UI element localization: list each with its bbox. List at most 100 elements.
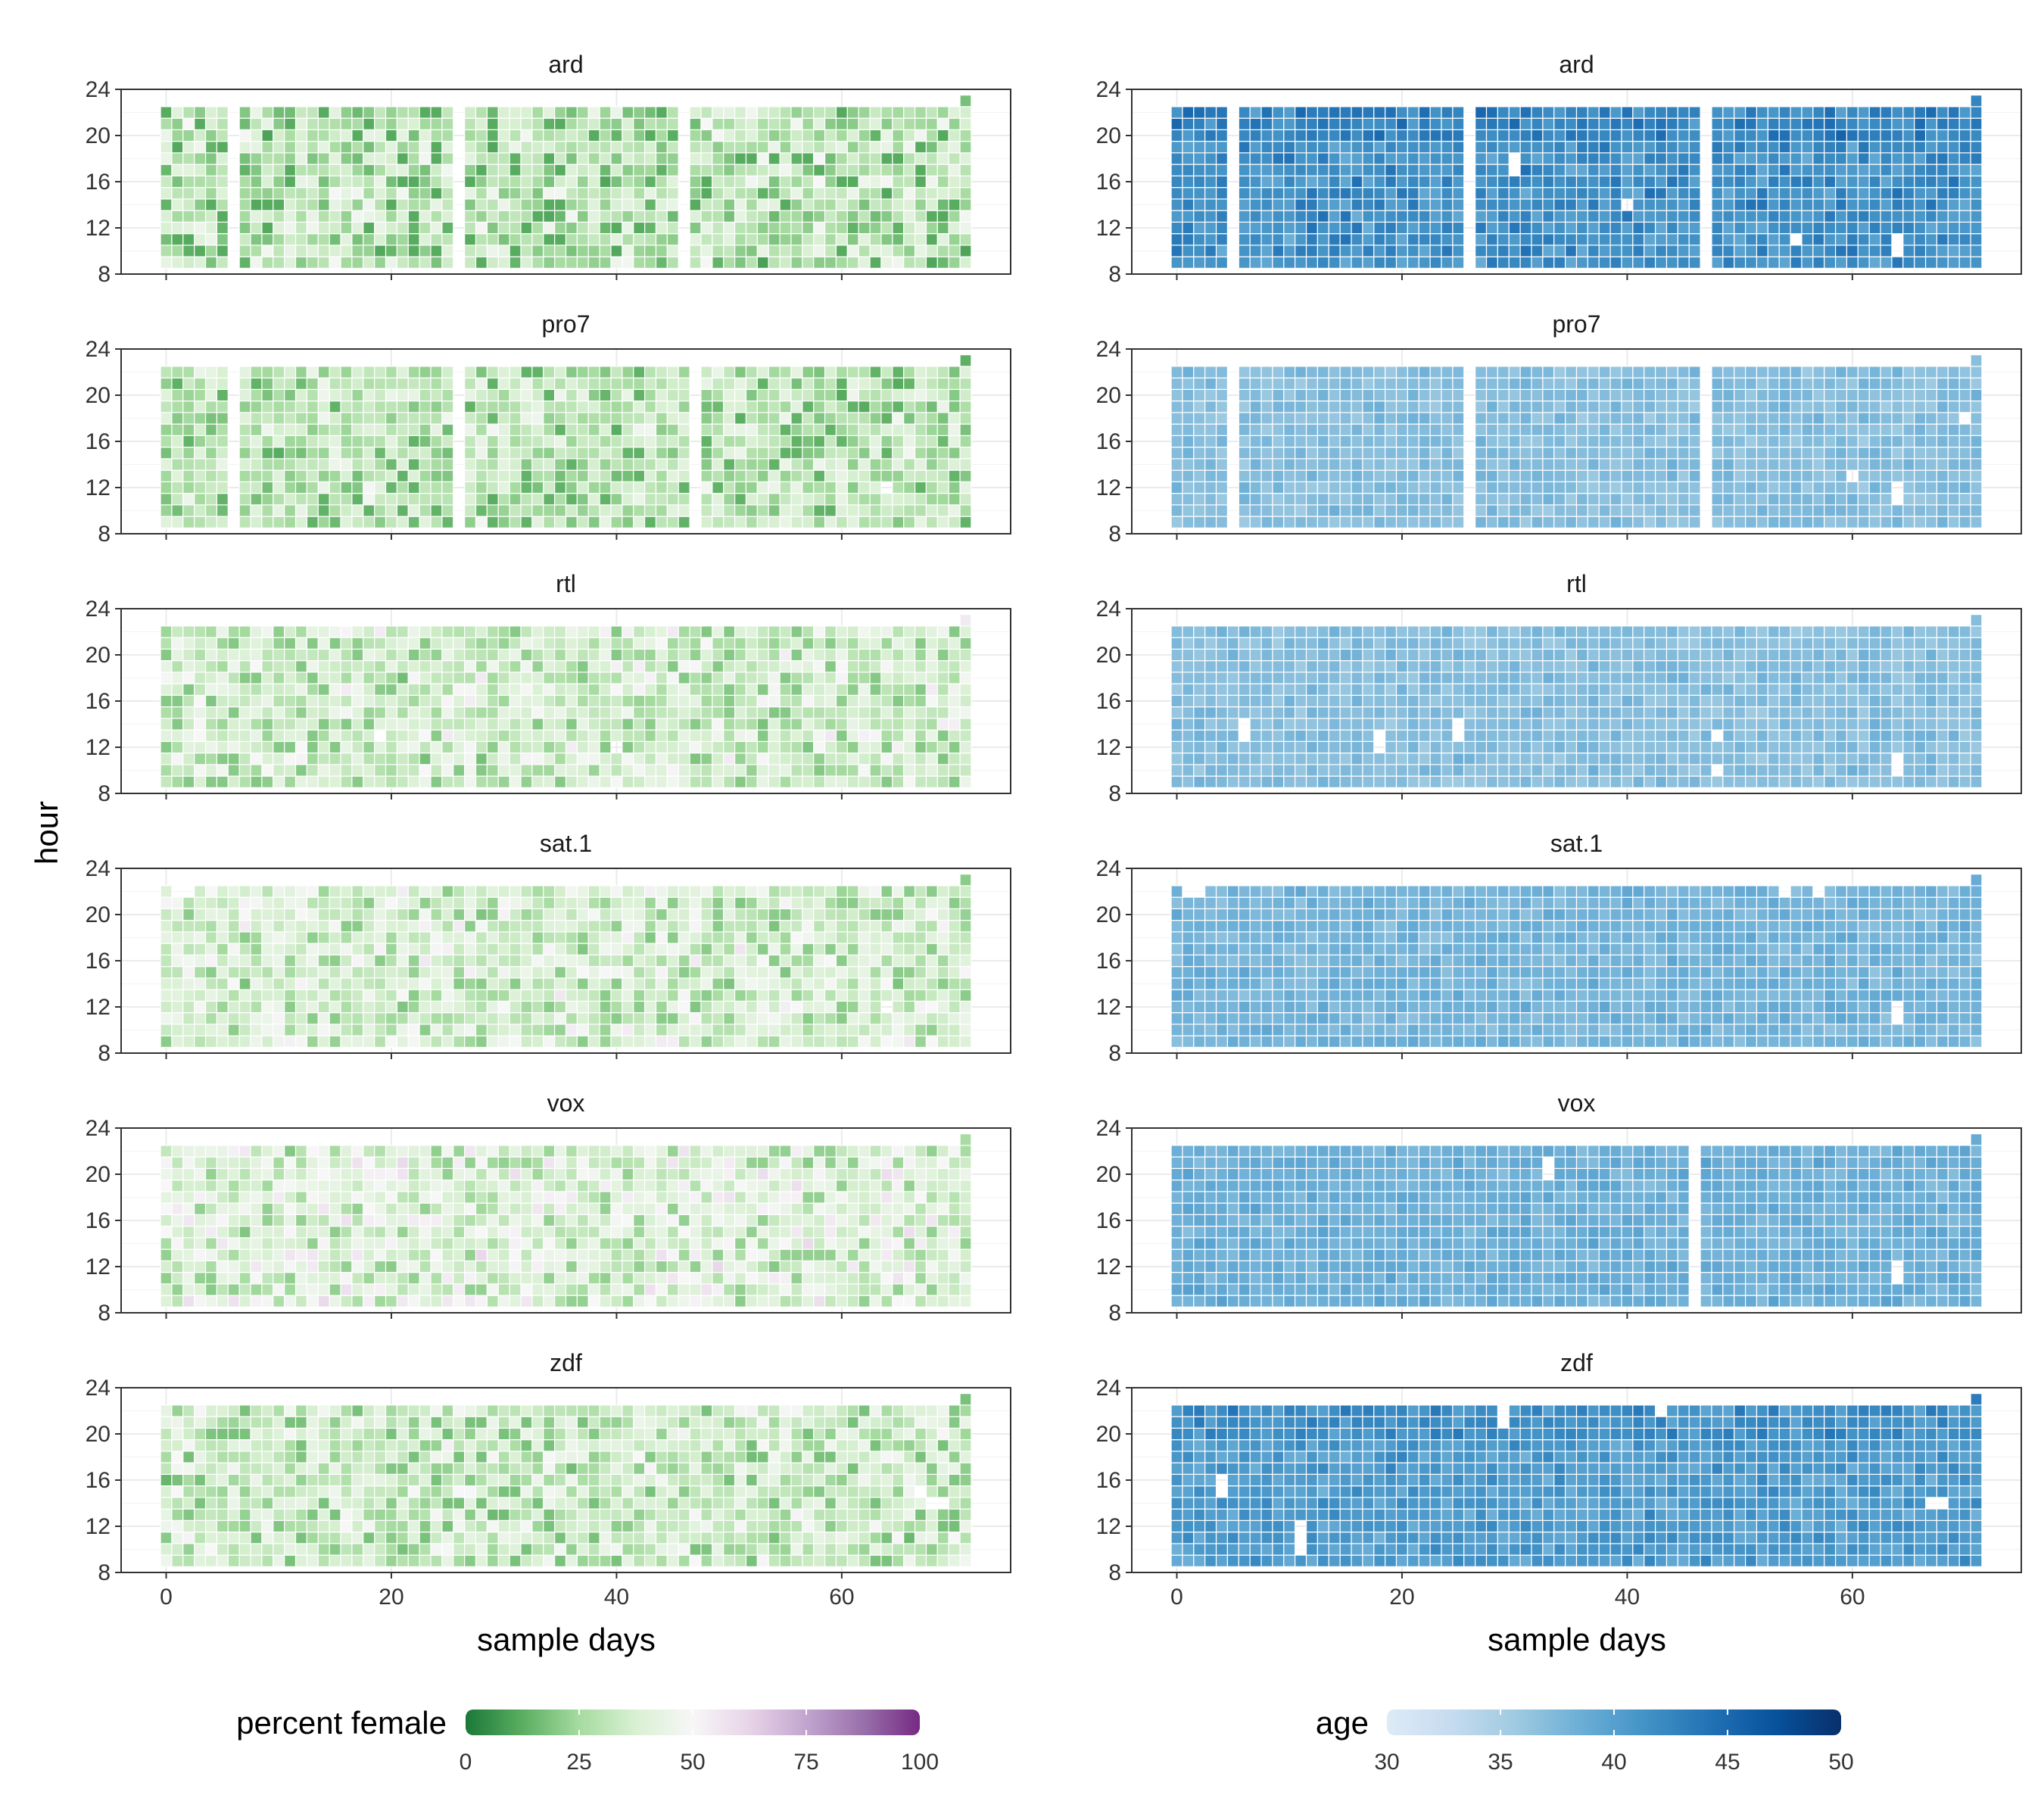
heat-tile (745, 423, 758, 436)
heat-tile (216, 1248, 229, 1261)
heat-tile (531, 718, 544, 731)
heat-tile (351, 423, 364, 436)
heat-tile (959, 388, 972, 402)
heat-tile (959, 152, 972, 165)
heat-tile (543, 481, 556, 494)
heat-tile (835, 1283, 848, 1296)
heat-tile (666, 660, 679, 673)
heat-tile (171, 388, 184, 402)
heat-tile (723, 423, 736, 436)
heat-tile (565, 989, 578, 1002)
heat-tile (317, 648, 330, 662)
heat-tile (396, 245, 409, 257)
heat-tile (273, 764, 285, 777)
heat-tile (194, 1167, 207, 1181)
heat-tile (914, 233, 927, 246)
heat-tile (880, 954, 893, 968)
heat-tile (464, 896, 477, 909)
heat-tile (171, 1035, 184, 1048)
heat-tile (880, 458, 893, 471)
heat-tile (351, 388, 364, 402)
heat-tile (869, 504, 882, 517)
heat-tile (846, 764, 859, 777)
heat-tile (644, 1145, 657, 1158)
heat-tile (768, 943, 781, 955)
heat-tile (396, 648, 409, 662)
heat-tile (666, 117, 679, 130)
heat-tile (622, 388, 634, 402)
heat-tile (554, 435, 567, 448)
heat-tile (565, 221, 578, 235)
heat-tile (216, 210, 229, 223)
heat-tile (351, 412, 364, 425)
heat-tile (238, 1226, 251, 1239)
heat-tile (948, 400, 961, 413)
heat-tile (633, 504, 646, 517)
heat-tile (576, 977, 589, 990)
heat-tile (565, 908, 578, 921)
heat-tile (576, 740, 589, 754)
heat-tile (734, 1145, 747, 1158)
heat-tile (712, 966, 724, 979)
heat-tile (294, 164, 308, 176)
heat-tile (587, 377, 600, 390)
heat-tile (486, 920, 499, 933)
heat-tile (633, 423, 646, 436)
heat-tile (565, 245, 578, 257)
heat-tile (802, 400, 815, 413)
heat-tile (531, 1202, 544, 1215)
heat-tile (531, 1156, 544, 1169)
heat-tile (925, 423, 938, 436)
heat-tile (779, 954, 792, 968)
heat-tile (509, 764, 522, 777)
heat-tile (509, 1237, 522, 1250)
heat-tile (351, 1024, 364, 1036)
heat-tile (171, 1191, 184, 1204)
heat-tile (599, 129, 612, 142)
heat-tile (363, 1260, 375, 1273)
heat-tile (599, 1226, 612, 1239)
heat-tile (250, 504, 263, 517)
heat-tile (622, 129, 634, 142)
heat-tile (509, 931, 522, 944)
heat-tile (846, 694, 859, 708)
heat-tile (689, 1024, 702, 1036)
heat-tile (160, 412, 173, 425)
heat-tile (294, 966, 308, 979)
heat-tile (475, 412, 488, 425)
heat-tile (678, 1024, 690, 1036)
heat-tile (666, 516, 679, 528)
heat-tile (768, 896, 781, 909)
heat-tile (903, 966, 916, 979)
heat-tile (329, 637, 341, 650)
heat-tile (261, 469, 274, 482)
heat-tile (363, 660, 375, 673)
heat-tile (587, 117, 600, 130)
heat-tile (261, 740, 274, 754)
heat-tile (779, 152, 792, 165)
heat-tile (745, 989, 758, 1002)
heat-tile (317, 175, 330, 189)
heat-tile (700, 400, 713, 413)
heat-tile (768, 1260, 781, 1273)
heat-tile (273, 1272, 285, 1285)
heat-tile (576, 458, 589, 471)
heat-tile (734, 164, 747, 176)
heat-tile (171, 1214, 184, 1227)
heat-tile (497, 966, 510, 979)
heat-tile (779, 1248, 792, 1261)
heat-tile (925, 366, 938, 379)
heat-tile (204, 412, 218, 425)
heat-tile (779, 469, 792, 482)
heat-tile (835, 1295, 848, 1307)
heat-tile (216, 175, 229, 189)
heat-tile (892, 129, 905, 142)
heat-tile (565, 753, 578, 765)
heat-tile (374, 764, 387, 777)
heat-tile (419, 400, 432, 413)
heat-tile (948, 198, 961, 211)
heat-tile (633, 943, 646, 955)
heat-tile (734, 908, 747, 921)
heat-tile (385, 233, 397, 246)
heat-tile (329, 106, 341, 119)
